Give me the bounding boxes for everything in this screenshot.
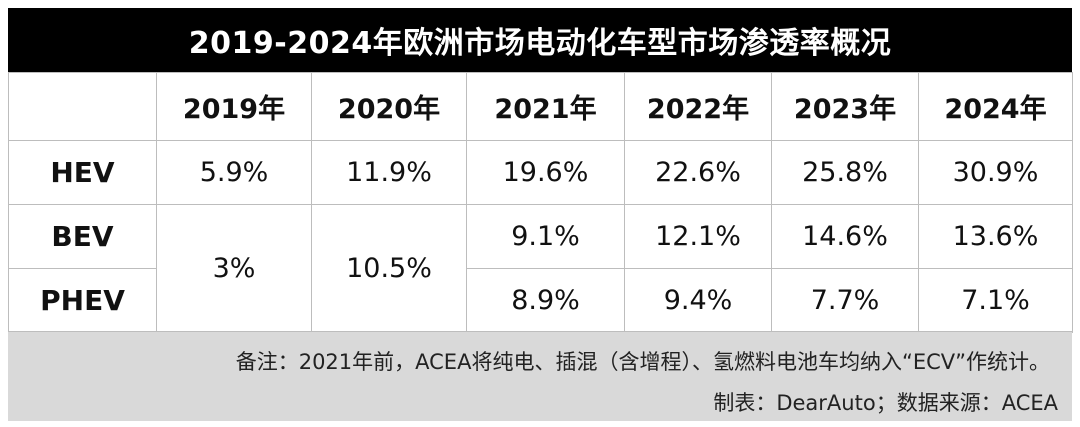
row-label-bev: BEV [8,204,157,269]
row-label-hev: HEV [8,140,157,205]
cell-bev-2023: 14.6% [771,204,919,269]
header-year-2022: 2022年 [624,72,772,141]
penetration-table: 2019年 2020年 2021年 2022年 2023年 2024年 HEV … [8,72,1073,333]
header-row: 2019年 2020年 2021年 2022年 2023年 2024年 [8,72,1073,141]
cell-phev-2021: 8.9% [466,268,625,333]
header-year-2019: 2019年 [156,72,312,141]
cell-ecv-2019-merged: 3% [156,204,312,333]
header-year-2021: 2021年 [466,72,625,141]
header-year-2020: 2020年 [311,72,467,141]
cell-hev-2021: 19.6% [466,140,625,205]
header-corner-cell [8,72,157,141]
cell-phev-2024: 7.1% [918,268,1073,333]
cell-hev-2019: 5.9% [156,140,312,205]
cell-bev-2022: 12.1% [624,204,772,269]
cell-bev-2021: 9.1% [466,204,625,269]
cell-ecv-2020-merged: 10.5% [311,204,467,333]
source-text: 制表：DearAuto；数据来源：ACEA [713,391,1058,415]
header-year-2024: 2024年 [918,72,1073,141]
cell-phev-2023: 7.7% [771,268,919,333]
cell-hev-2023: 25.8% [771,140,919,205]
cell-hev-2022: 22.6% [624,140,772,205]
row-label-phev: PHEV [8,268,157,333]
table-title: 2019-2024年欧洲市场电动化车型市场渗透率概况 [8,8,1072,72]
table-row-bev: BEV 3% 10.5% 9.1% 12.1% 14.6% 13.6% [8,204,1073,333]
table-footer: 备注：2021年前，ACEA将纯电、插混（含增程）、氢燃料电池车均纳入“ECV”… [8,331,1072,421]
cell-bev-2024: 13.6% [918,204,1073,269]
footnote-text: 备注：2021年前，ACEA将纯电、插混（含增程）、氢燃料电池车均纳入“ECV”… [235,350,1050,374]
table-row-hev: HEV 5.9% 11.9% 19.6% 22.6% 25.8% 30.9% [8,140,1073,205]
cell-hev-2020: 11.9% [311,140,467,205]
header-year-2023: 2023年 [771,72,919,141]
cell-hev-2024: 30.9% [918,140,1073,205]
penetration-table-figure: 2019-2024年欧洲市场电动化车型市场渗透率概况 2019年 2020年 2… [8,8,1073,421]
cell-phev-2022: 9.4% [624,268,772,333]
